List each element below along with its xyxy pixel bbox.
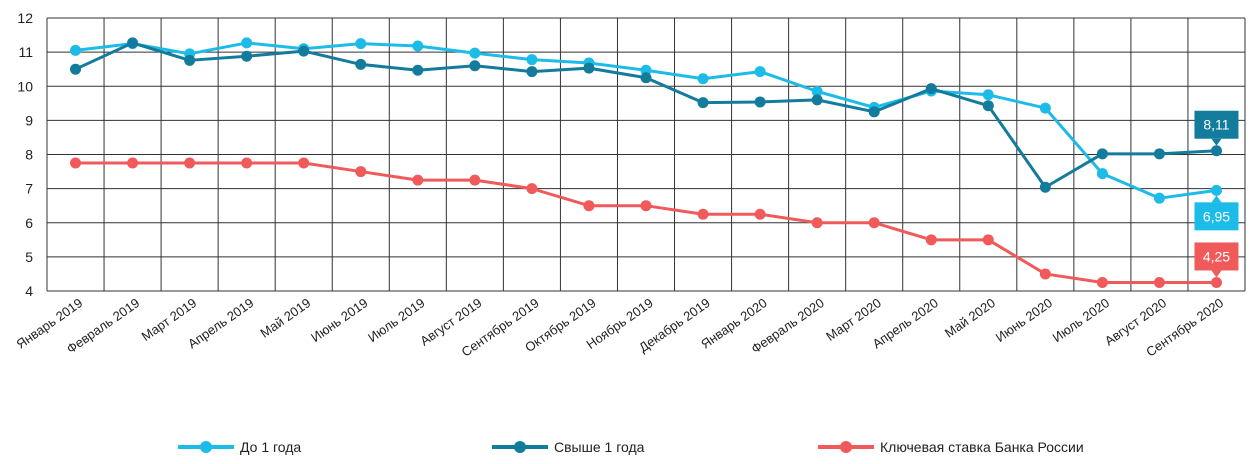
data-point [526, 66, 538, 78]
x-tick-label: Май 2019 [257, 295, 313, 341]
data-point [355, 58, 367, 70]
data-point [583, 200, 595, 212]
data-point [754, 208, 766, 220]
chart-legend: До 1 года Свыше 1 года Ключевая ставка Бан… [178, 439, 1084, 455]
data-point [1210, 276, 1222, 288]
data-point [1096, 168, 1108, 180]
y-tick-label: 10 [17, 78, 33, 94]
data-point [1153, 276, 1165, 288]
data-point [982, 89, 994, 101]
data-point [469, 47, 481, 59]
data-point [1039, 268, 1051, 280]
data-point [70, 63, 82, 75]
data-point [697, 97, 709, 109]
data-point [811, 217, 823, 229]
data-point [1039, 181, 1051, 193]
y-tick-label: 5 [25, 249, 33, 265]
callout-box [1194, 110, 1239, 139]
data-point [982, 100, 994, 112]
data-point [1153, 192, 1165, 204]
data-point [982, 234, 994, 246]
end-value-callouts: 6,95 8,11 4,25 [1194, 110, 1239, 278]
y-axis-ticks: 4 5 6 7 8 9 10 11 12 [17, 10, 33, 299]
legend-swatch-marker [200, 441, 212, 453]
data-point [526, 183, 538, 195]
data-point [925, 83, 937, 95]
data-point [298, 45, 310, 57]
data-point [355, 38, 367, 50]
data-point [640, 200, 652, 212]
data-point [526, 54, 538, 66]
data-point [241, 37, 253, 49]
callout-box [1194, 242, 1239, 271]
data-point [1210, 145, 1222, 157]
data-point [697, 208, 709, 220]
data-point [70, 157, 82, 169]
data-point [412, 64, 424, 76]
data-point [298, 157, 310, 169]
data-point [184, 54, 196, 66]
y-tick-label: 8 [25, 147, 33, 163]
callout-pointer [1211, 270, 1222, 278]
data-point [1039, 102, 1051, 114]
callout-box [1194, 202, 1239, 231]
y-tick-label: 12 [17, 10, 33, 26]
data-point [697, 73, 709, 85]
callout-pointer [1211, 195, 1222, 203]
data-point [469, 60, 481, 72]
data-point [127, 37, 139, 49]
legend-label: Свыше 1 года [554, 439, 645, 455]
data-point [925, 234, 937, 246]
x-tick-label: Июнь 2019 [308, 295, 370, 345]
data-point [640, 72, 652, 84]
y-tick-label: 9 [25, 112, 33, 128]
y-tick-label: 7 [25, 181, 33, 197]
data-point [1096, 276, 1108, 288]
data-point [355, 166, 367, 178]
data-point [1096, 148, 1108, 160]
callout-pointer [1211, 138, 1222, 146]
callout-label: 4,25 [1203, 248, 1230, 264]
callout-label: 6,95 [1203, 208, 1230, 224]
legend-swatch-marker [514, 441, 526, 453]
chart-series [70, 37, 1222, 288]
data-point [1153, 148, 1165, 160]
data-point [868, 106, 880, 118]
y-tick-label: 4 [25, 283, 33, 299]
data-point [241, 157, 253, 169]
data-point [868, 217, 880, 229]
chart-grid [46, 17, 1246, 292]
data-point [469, 174, 481, 186]
data-point [184, 157, 196, 169]
data-point [127, 157, 139, 169]
data-point [754, 66, 766, 78]
legend-label: Ключевая ставка Банка России [880, 439, 1084, 455]
data-point [583, 62, 595, 74]
data-point [412, 40, 424, 52]
legend-swatch-marker [840, 441, 852, 453]
x-tick-label: Июнь 2020 [993, 295, 1055, 345]
data-point [811, 94, 823, 106]
data-point [241, 50, 253, 62]
callout-label: 8,11 [1203, 117, 1229, 133]
y-tick-label: 6 [25, 215, 33, 231]
data-point [754, 96, 766, 108]
x-tick-label: Май 2020 [942, 295, 998, 341]
data-point [811, 85, 823, 97]
legend-label: До 1 года [240, 439, 301, 455]
data-point [70, 44, 82, 56]
y-tick-label: 11 [18, 44, 33, 60]
data-point [412, 174, 424, 186]
data-point [1210, 184, 1222, 196]
